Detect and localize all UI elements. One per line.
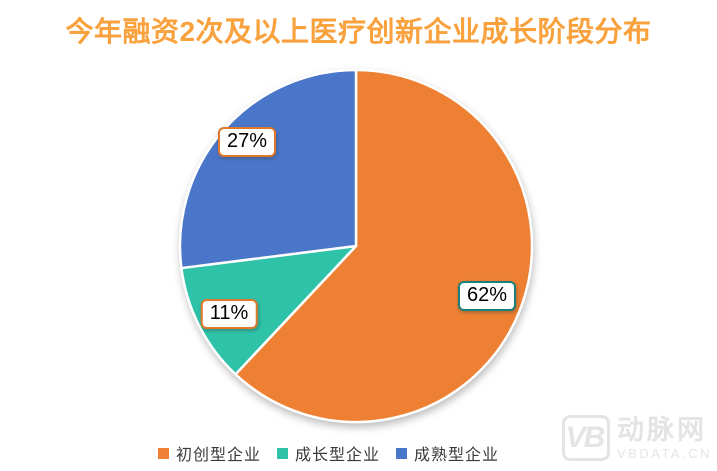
legend-swatch-mature bbox=[396, 447, 407, 459]
data-label-mature: 27% bbox=[217, 127, 277, 157]
pie-slice-初创型企业 bbox=[234, 68, 534, 424]
pie-slice-成熟型企业 bbox=[178, 68, 358, 270]
legend-item-growth: 成长型企业 bbox=[276, 441, 380, 465]
watermark-site: VBDATA.CN bbox=[617, 445, 712, 461]
legend-swatch-growth bbox=[276, 447, 288, 459]
vb-logo-icon: VB bbox=[562, 415, 611, 461]
legend-item-mature: 成熟型企业 bbox=[396, 441, 499, 465]
watermark-name: 动脉网 bbox=[617, 414, 708, 445]
pie-chart bbox=[178, 68, 534, 424]
watermark-text: 动脉网 VBDATA.CN bbox=[617, 414, 712, 461]
chart-title: 今年融资2次及以上医疗创新企业成长阶段分布 bbox=[65, 16, 652, 47]
legend-item-startup: 初创型企业 bbox=[157, 441, 261, 465]
data-label-growth: 11% bbox=[200, 299, 258, 329]
legend-label-startup: 初创型企业 bbox=[175, 447, 261, 464]
legend-label-mature: 成熟型企业 bbox=[414, 447, 500, 464]
vbdata-watermark: VB 动脉网 VBDATA.CN bbox=[562, 415, 712, 461]
chart-legend: 初创型企业 成长型企业 成熟型企业 bbox=[0, 441, 657, 465]
legend-label-growth: 成长型企业 bbox=[294, 447, 380, 464]
pie-slice-成长型企业 bbox=[180, 244, 358, 376]
data-label-startup: 62% bbox=[457, 281, 517, 311]
legend-swatch-startup bbox=[157, 447, 169, 459]
